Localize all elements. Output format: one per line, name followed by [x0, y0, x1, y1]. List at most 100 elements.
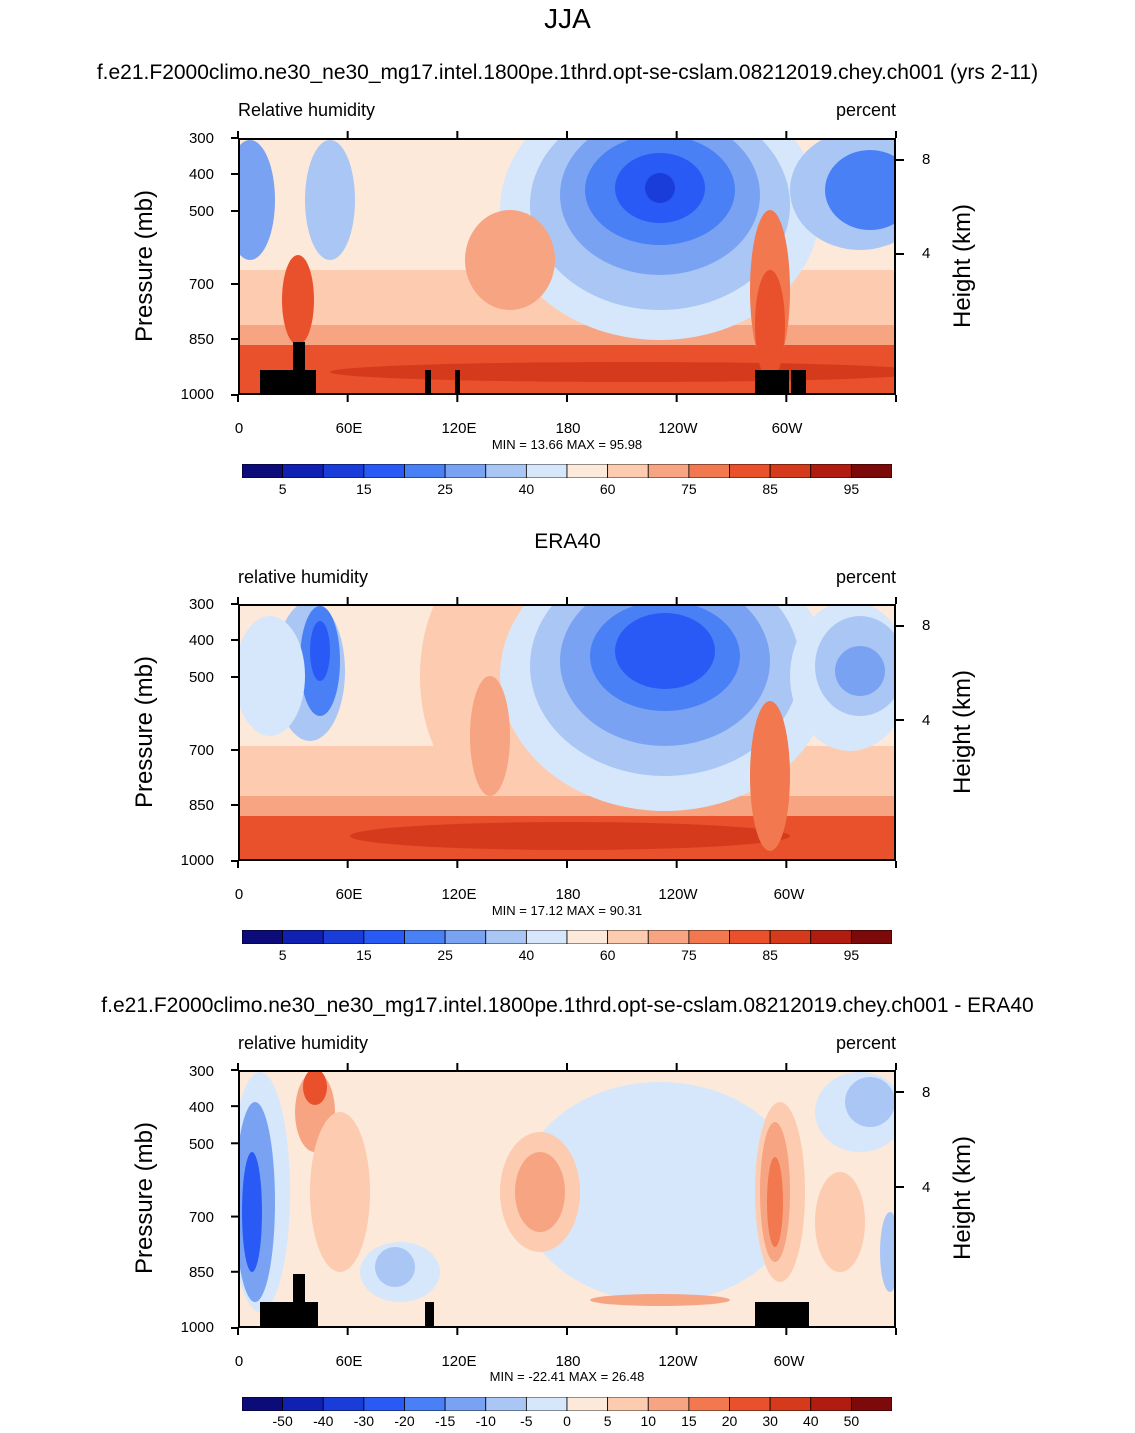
panel-1-contour-fill — [240, 140, 894, 393]
colorbar-swatch — [647, 464, 690, 478]
colorbar-swatch — [404, 464, 446, 478]
colorbar-swatch — [282, 1397, 324, 1411]
colorbar-label: 85 — [762, 947, 778, 963]
panel-1-colorbar — [242, 464, 892, 478]
panel-3-ylabel-pressure: Pressure (mb) — [131, 1121, 158, 1275]
panel-3-variable-label: relative humidity — [238, 1033, 369, 1053]
panel-3-units-label: percent — [835, 1033, 896, 1053]
panel-3-minmax: MIN = -22.41 MAX = 26.48 — [489, 1369, 645, 1384]
colorbar-label: -30 — [353, 1413, 374, 1429]
colorbar-swatch — [729, 464, 771, 478]
panel-3-xtick-120w: 120W — [658, 1353, 698, 1370]
panel-3-plot-area — [238, 1070, 896, 1328]
colorbar-label: 95 — [843, 481, 860, 497]
panel-1-height-tick-4: 4 — [922, 245, 931, 262]
colorbar-swatch — [242, 464, 284, 478]
colorbar-swatch — [404, 930, 446, 944]
panel-2-title: ERA40 — [534, 530, 601, 553]
panel-2-height-tick-4: 4 — [922, 712, 931, 729]
colorbar-swatch — [485, 930, 527, 944]
colorbar-swatch — [850, 1397, 892, 1411]
panel-2-minmax: MIN = 17.12 MAX = 90.31 — [491, 903, 643, 918]
panel-3-xtick-60e: 60E — [335, 1353, 363, 1370]
panel-3-height-tick-4: 4 — [922, 1179, 931, 1196]
panel-1-colorbar-labels: 5 15 25 40 60 75 85 95 — [242, 481, 892, 499]
panel-3-xtick-0: 0 — [234, 1353, 244, 1370]
colorbar-swatch — [404, 1397, 446, 1411]
panel-1-ytick-700: 700 — [188, 276, 214, 293]
colorbar-swatch — [769, 1397, 812, 1411]
colorbar-swatch — [322, 930, 365, 944]
panel-1-height-tick-8: 8 — [922, 151, 931, 168]
colorbar-swatch — [647, 930, 690, 944]
colorbar-label: 20 — [721, 1413, 738, 1429]
panel-2-colorbar-labels: 5 15 25 40 60 75 85 95 — [242, 947, 892, 965]
colorbar-swatch — [444, 930, 487, 944]
panel-1-ytick-500: 500 — [188, 203, 214, 220]
colorbar-swatch — [729, 930, 771, 944]
panel-1-xtick-60w: 60W — [771, 420, 803, 437]
colorbar-label: 15 — [356, 481, 372, 497]
colorbar-label: -50 — [272, 1413, 293, 1429]
colorbar-label: 0 — [563, 1413, 571, 1429]
colorbar-label: 95 — [843, 947, 860, 963]
panel-3-colorbar-labels: -50 -40 -30 -20 -15 -10 -5 0 5 10 15 20 30 40 50 — [242, 1413, 892, 1431]
panel-1-xtick-0: 0 — [234, 420, 244, 437]
colorbar-swatch — [810, 930, 852, 944]
panel-3-colorbar — [242, 1397, 892, 1411]
colorbar-swatch — [363, 1397, 405, 1411]
colorbar-label: 60 — [599, 947, 616, 963]
colorbar-label: 25 — [437, 947, 453, 963]
colorbar-swatch — [322, 1397, 365, 1411]
panel-1-ytick-400: 400 — [188, 166, 214, 183]
colorbar-label: 75 — [681, 481, 697, 497]
colorbar-label: 60 — [599, 481, 616, 497]
panel-2-xtick-60w: 60W — [773, 886, 805, 903]
colorbar-swatch — [566, 930, 609, 944]
colorbar-swatch — [688, 464, 730, 478]
colorbar-swatch — [525, 1397, 568, 1411]
colorbar-swatch — [282, 930, 324, 944]
panel-3-height-tick-8: 8 — [922, 1084, 931, 1101]
main-title: JJA — [544, 3, 591, 34]
colorbar-swatch — [566, 1397, 609, 1411]
panel-1-minmax: MIN = 13.66 MAX = 95.98 — [491, 437, 643, 452]
colorbar-label: 50 — [843, 1413, 860, 1429]
panel-2-plot-area — [238, 604, 896, 861]
panel-3-ytick-850: 850 — [188, 1264, 214, 1281]
colorbar-swatch — [607, 1397, 649, 1411]
panel-1-units-label: percent — [835, 100, 896, 120]
colorbar-label: -10 — [475, 1413, 496, 1429]
panel-2-xtick-120w: 120W — [658, 886, 698, 903]
colorbar-swatch — [242, 930, 284, 944]
colorbar-label: 25 — [437, 481, 453, 497]
colorbar-swatch — [444, 1397, 487, 1411]
colorbar-swatch — [729, 1397, 771, 1411]
panel-1-ylabel-height: Height (km) — [949, 203, 976, 329]
panel-1-xtick-120e: 120E — [441, 420, 477, 437]
panel-3-contour-fill — [240, 1072, 894, 1326]
panel-2-ylabel-pressure: Pressure (mb) — [131, 655, 158, 809]
colorbar-label: 10 — [640, 1413, 657, 1429]
colorbar-swatch — [688, 930, 730, 944]
panel-2-units-label: percent — [835, 567, 896, 587]
panel-1-ytick-300: 300 — [188, 130, 214, 147]
panel-1-ylabel-pressure: Pressure (mb) — [131, 189, 158, 343]
panel-2-ytick-300: 300 — [188, 596, 214, 613]
panel-1-plot-area — [238, 138, 896, 395]
panel-1-variable-label: Relative humidity — [238, 100, 376, 120]
colorbar-label: 30 — [762, 1413, 778, 1429]
panel-1-xtick-180: 180 — [555, 420, 581, 437]
panel-3-ytick-400: 400 — [188, 1099, 214, 1116]
colorbar-swatch — [810, 1397, 852, 1411]
panel-3-ytick-700: 700 — [188, 1209, 214, 1226]
panel-1-ytick-850: 850 — [188, 331, 214, 348]
colorbar-swatch — [810, 464, 852, 478]
colorbar-label: 40 — [518, 947, 535, 963]
colorbar-swatch — [769, 464, 812, 478]
colorbar-swatch — [769, 930, 812, 944]
panel-2-ytick-850: 850 — [188, 797, 214, 814]
colorbar-swatch — [566, 464, 609, 478]
panel-2-ytick-700: 700 — [188, 742, 214, 759]
colorbar-swatch — [607, 464, 649, 478]
